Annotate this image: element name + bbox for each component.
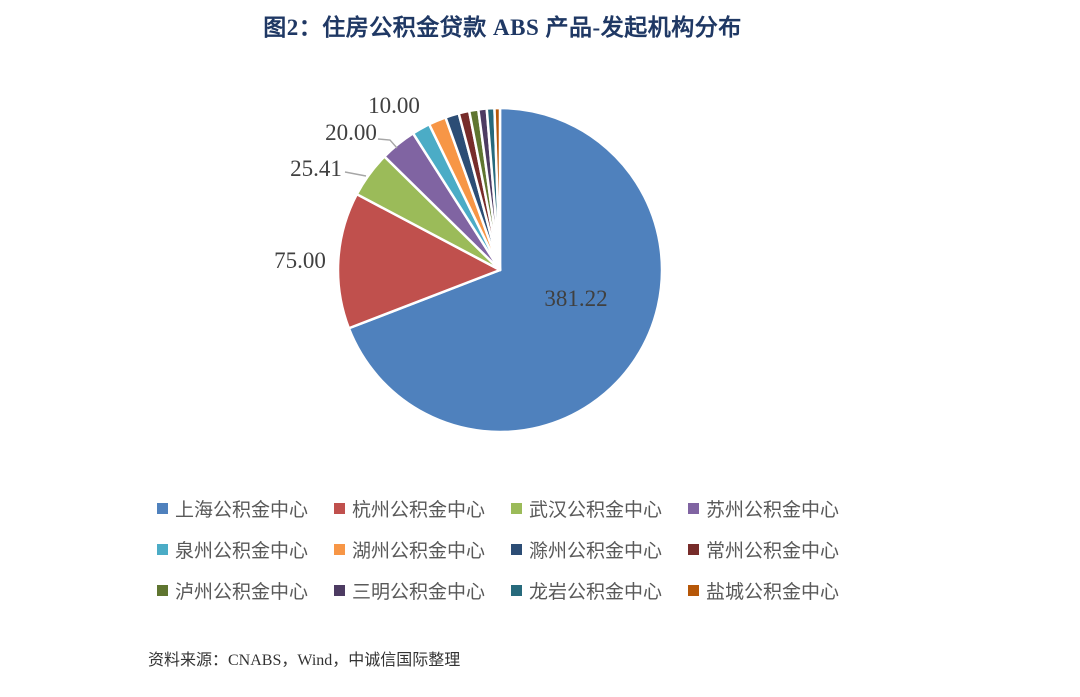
label-leader-line xyxy=(377,138,398,149)
legend-swatch-icon xyxy=(688,585,699,596)
legend-swatch-icon xyxy=(511,585,522,596)
legend-item: 常州公积金中心 xyxy=(688,536,865,563)
legend-label: 苏州公积金中心 xyxy=(706,500,840,521)
pie-slice xyxy=(493,106,502,272)
legend-label: 滁州公积金中心 xyxy=(529,541,663,562)
legend-swatch-icon xyxy=(688,503,699,514)
label-leader-line xyxy=(344,171,367,177)
legend-swatch-icon xyxy=(157,585,168,596)
source-note: 资料来源：CNABS，Wind，中诚信国际整理 xyxy=(148,652,461,669)
legend-label: 上海公积金中心 xyxy=(175,500,309,521)
legend-label: 三明公积金中心 xyxy=(352,582,486,603)
legend-item: 苏州公积金中心 xyxy=(688,495,865,522)
pie-data-label: 381.22 xyxy=(544,286,607,311)
legend-swatch-icon xyxy=(334,544,345,555)
legend-label: 盐城公积金中心 xyxy=(706,582,840,603)
legend-swatch-icon xyxy=(688,544,699,555)
legend-item: 龙岩公积金中心 xyxy=(511,577,688,604)
legend-item: 上海公积金中心 xyxy=(157,495,334,522)
pie-slice xyxy=(347,106,664,434)
legend-swatch-icon xyxy=(334,585,345,596)
legend-item: 杭州公积金中心 xyxy=(334,495,511,522)
pie-data-label: 75.00 xyxy=(274,248,326,273)
legend-label: 泉州公积金中心 xyxy=(175,541,309,562)
legend-label: 湖州公积金中心 xyxy=(352,541,486,562)
legend-swatch-icon xyxy=(157,544,168,555)
legend-label: 杭州公积金中心 xyxy=(352,500,486,521)
legend-item: 泸州公积金中心 xyxy=(157,577,334,604)
legend-label: 常州公积金中心 xyxy=(706,541,840,562)
legend-swatch-icon xyxy=(511,544,522,555)
legend-item: 泉州公积金中心 xyxy=(157,536,334,563)
legend-item: 滁州公积金中心 xyxy=(511,536,688,563)
figure-title: 图2：住房公积金贷款 ABS 产品-发起机构分布 xyxy=(263,15,742,40)
pie-data-label: 25.41 xyxy=(290,156,342,181)
chart-legend: 上海公积金中心 杭州公积金中心 武汉公积金中心 苏州公积金中心泉州公积金中心 湖州公积金… xyxy=(157,488,877,611)
pie-data-label: 10.00 xyxy=(368,93,420,118)
legend-label: 武汉公积金中心 xyxy=(529,500,663,521)
legend-item: 湖州公积金中心 xyxy=(334,536,511,563)
legend-swatch-icon xyxy=(157,503,168,514)
legend-item: 武汉公积金中心 xyxy=(511,495,688,522)
pie-slice xyxy=(336,192,502,330)
legend-item: 三明公积金中心 xyxy=(334,577,511,604)
legend-swatch-icon xyxy=(334,503,345,514)
legend-label: 龙岩公积金中心 xyxy=(529,582,663,603)
legend-swatch-icon xyxy=(511,503,522,514)
legend-item: 盐城公积金中心 xyxy=(688,577,865,604)
legend-label: 泸州公积金中心 xyxy=(175,582,309,603)
pie-data-label: 20.00 xyxy=(325,120,377,145)
